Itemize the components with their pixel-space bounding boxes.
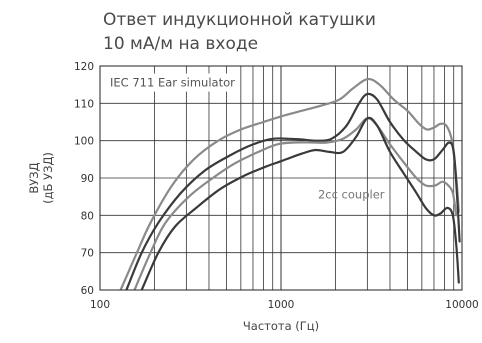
response-curve-3 — [133, 117, 458, 290]
ear-simulator-label: IEC 711 Ear simulator — [110, 76, 235, 90]
x-tick-label: 10000 — [445, 299, 478, 311]
y-tick-label: 100 — [74, 136, 94, 148]
y-tick-label: 70 — [81, 248, 94, 260]
x-tick-label: 1000 — [268, 299, 295, 311]
chart-title-line-2: 10 мА/м на входе — [103, 34, 259, 54]
ear-simulator-label-background — [106, 73, 240, 92]
series-group — [119, 77, 461, 290]
y-tick-label: 80 — [81, 210, 94, 222]
y-tick-label: 110 — [74, 98, 94, 110]
x-tick-label: 100 — [90, 299, 110, 311]
y-tick-labels: 60 70 80 90 100 110 120 — [74, 61, 94, 297]
response-curve-4 — [140, 116, 460, 290]
y-tick-label: 90 — [81, 173, 94, 185]
y-axis-label-line-1: ВУЗД — [27, 162, 41, 193]
x-tick-labels: 100 1000 10000 — [90, 299, 479, 311]
chart-title: Ответ индукционной катушки 10 мА/м на вх… — [103, 8, 376, 56]
y-axis-label-line-2: (дБ УЗД) — [41, 152, 55, 204]
chart-title-line-1: Ответ индукционной катушки — [103, 10, 376, 30]
grid — [100, 66, 462, 290]
response-curve-2 — [125, 92, 461, 290]
y-tick-label: 60 — [81, 285, 94, 297]
plot-frame — [99, 65, 463, 291]
response-curve-1 — [119, 77, 460, 290]
coupler-label: 2cc coupler — [318, 188, 385, 202]
y-tick-label: 120 — [74, 61, 94, 73]
x-axis-label: Частота (Гц) — [243, 319, 319, 333]
